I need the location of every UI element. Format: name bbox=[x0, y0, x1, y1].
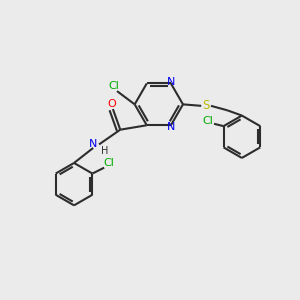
Text: N: N bbox=[167, 122, 175, 132]
Text: Cl: Cl bbox=[202, 116, 213, 126]
Text: Cl: Cl bbox=[108, 81, 119, 91]
Text: H: H bbox=[101, 146, 108, 156]
Text: N: N bbox=[167, 77, 175, 87]
Text: S: S bbox=[202, 99, 210, 112]
Text: N: N bbox=[89, 139, 98, 148]
Text: O: O bbox=[108, 99, 116, 109]
Text: Cl: Cl bbox=[103, 158, 114, 168]
